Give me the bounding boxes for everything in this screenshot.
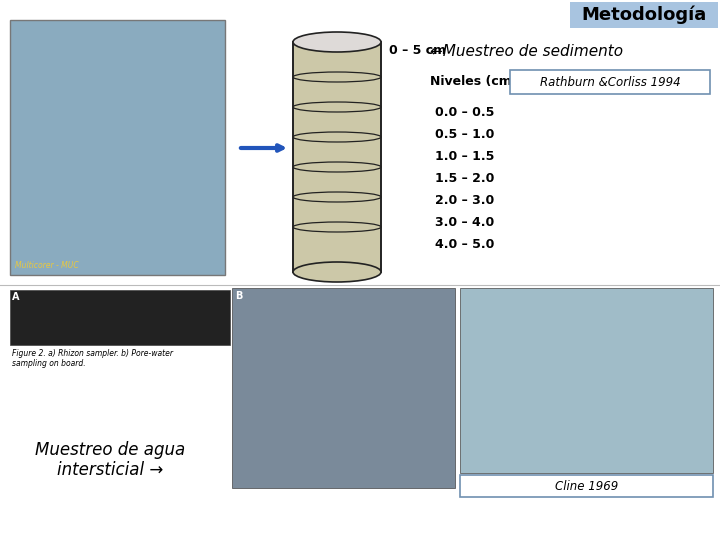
Text: 0 – 5 cm: 0 – 5 cm xyxy=(389,44,446,57)
Text: Rathburn &Corliss 1994: Rathburn &Corliss 1994 xyxy=(540,76,680,89)
FancyBboxPatch shape xyxy=(460,288,713,473)
Text: 3.0 – 4.0: 3.0 – 4.0 xyxy=(435,215,494,228)
Text: Niveles (cm):: Niveles (cm): xyxy=(430,76,523,89)
Text: A: A xyxy=(12,292,19,302)
Text: ←Muestreo de sedimento: ←Muestreo de sedimento xyxy=(430,44,623,59)
FancyBboxPatch shape xyxy=(510,70,710,94)
Text: Cline 1969: Cline 1969 xyxy=(555,480,618,492)
FancyBboxPatch shape xyxy=(232,288,455,488)
FancyBboxPatch shape xyxy=(570,2,718,28)
Text: 0.5 – 1.0: 0.5 – 1.0 xyxy=(435,127,495,140)
Text: 1.0 – 1.5: 1.0 – 1.5 xyxy=(435,150,495,163)
Text: Metodología: Metodología xyxy=(581,6,706,24)
FancyBboxPatch shape xyxy=(10,290,230,345)
Text: 4.0 – 5.0: 4.0 – 5.0 xyxy=(435,238,495,251)
Text: 1.5 – 2.0: 1.5 – 2.0 xyxy=(435,172,495,185)
Text: Figure 2. a) Rhizon sampler. b) Pore-water
sampling on board.: Figure 2. a) Rhizon sampler. b) Pore-wat… xyxy=(12,349,173,368)
FancyBboxPatch shape xyxy=(293,42,381,272)
Text: Multicorer - MUC: Multicorer - MUC xyxy=(15,261,78,270)
Ellipse shape xyxy=(293,32,381,52)
Ellipse shape xyxy=(293,262,381,282)
FancyBboxPatch shape xyxy=(10,20,225,275)
Text: B: B xyxy=(235,291,243,301)
Text: Muestreo de agua
intersticial →: Muestreo de agua intersticial → xyxy=(35,441,185,480)
Text: 0.0 – 0.5: 0.0 – 0.5 xyxy=(435,105,495,118)
Text: 2.0 – 3.0: 2.0 – 3.0 xyxy=(435,193,494,206)
FancyBboxPatch shape xyxy=(460,475,713,497)
